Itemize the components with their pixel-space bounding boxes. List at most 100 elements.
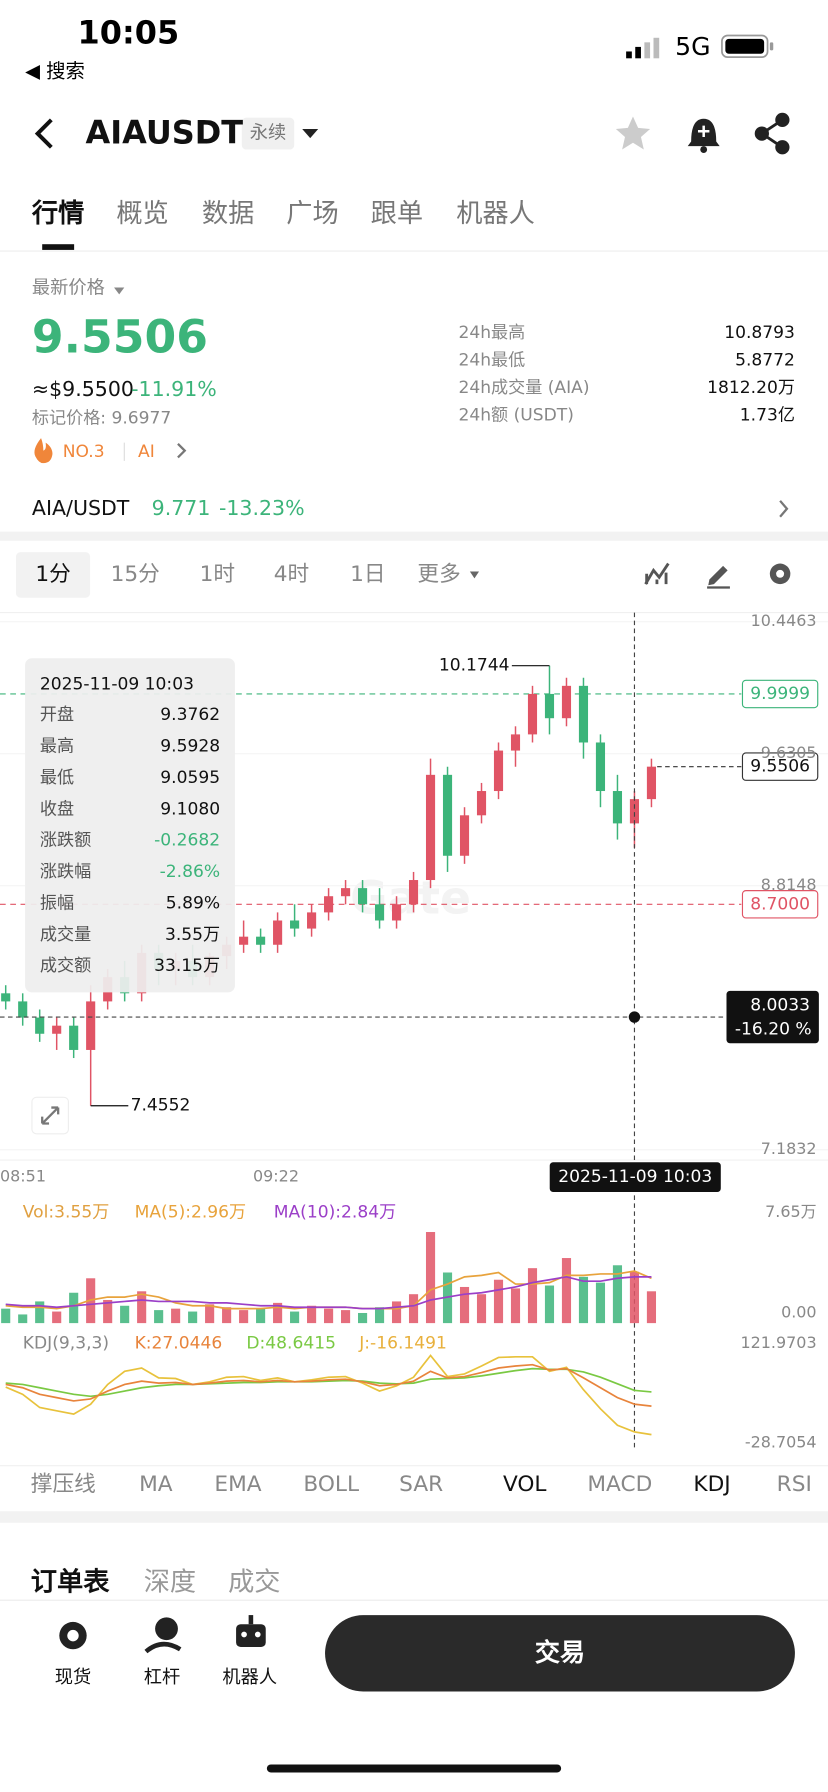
margin-icon[interactable] xyxy=(144,1617,182,1654)
current-price-label: 9.5506 xyxy=(750,757,810,777)
high-label: 10.1744 xyxy=(439,656,510,676)
candle-body xyxy=(239,936,249,945)
crosshair-price: 8.0033 xyxy=(750,996,810,1016)
timeframe[interactable]: 1日 xyxy=(350,562,385,587)
spot-icon[interactable] xyxy=(59,1621,87,1650)
tooltip xyxy=(25,658,235,993)
tooltip-label: 收盘 xyxy=(40,799,74,819)
order-tab[interactable]: 成交 xyxy=(228,1568,280,1598)
volume-bar xyxy=(527,1268,538,1324)
timeframe[interactable]: 1分 xyxy=(35,562,70,587)
volume-bar xyxy=(544,1285,555,1324)
stat-label: 24h最高 xyxy=(458,323,525,343)
volume-bar xyxy=(120,1305,130,1324)
volume-bar xyxy=(425,1232,436,1324)
x-tick-label: 09:22 xyxy=(253,1167,299,1186)
tooltip-value: 9.5928 xyxy=(160,737,220,757)
indicator-tab[interactable]: 撑压线 xyxy=(31,1472,96,1497)
settings-icon[interactable] xyxy=(769,563,791,585)
stat-value: 5.8772 xyxy=(735,351,795,371)
more-caret[interactable] xyxy=(469,571,480,579)
indicator-tab[interactable]: MA xyxy=(139,1472,173,1497)
nav-tab[interactable]: 跟单 xyxy=(371,199,423,229)
candle-body xyxy=(341,888,351,897)
nav-tab[interactable]: 机器人 xyxy=(456,199,535,229)
alert-bell[interactable] xyxy=(687,118,720,153)
dropdown-caret[interactable] xyxy=(302,129,319,139)
signal-icon xyxy=(626,37,660,59)
indicator-tab[interactable]: KDJ xyxy=(693,1472,730,1497)
nav-tab[interactable]: 数据 xyxy=(202,199,254,229)
tooltip-label: 成交额 xyxy=(40,956,91,976)
candle-body xyxy=(442,774,453,856)
current-price-box xyxy=(741,752,819,781)
candle-body xyxy=(391,904,402,921)
nav-tab[interactable]: 广场 xyxy=(286,199,338,229)
indicator-tab[interactable]: EMA xyxy=(214,1472,261,1497)
nav-tab[interactable]: 行情 xyxy=(31,198,84,229)
volume-bar xyxy=(290,1311,300,1324)
bottom-nav-label[interactable]: 现货 xyxy=(55,1667,91,1688)
indicator-tab[interactable]: VOL xyxy=(503,1472,547,1497)
sector-tag: AI xyxy=(138,442,155,462)
indicator-tab[interactable]: BOLL xyxy=(303,1472,359,1497)
price-label: 最新价格 xyxy=(32,278,105,299)
candle-body xyxy=(18,1001,28,1018)
stat-value: 1.73亿 xyxy=(740,405,795,425)
volume-bar xyxy=(374,1307,385,1324)
timeframe[interactable]: 更多 xyxy=(417,562,460,587)
status-time: 10:05 xyxy=(78,13,180,51)
tooltip-label: 振幅 xyxy=(40,893,74,913)
indicator-tab[interactable]: RSI xyxy=(777,1472,812,1497)
back-button[interactable] xyxy=(34,118,53,149)
candle-body xyxy=(358,888,368,905)
share-icon[interactable] xyxy=(754,112,790,155)
trade-button-label[interactable]: 交易 xyxy=(535,1638,585,1667)
volume-bar xyxy=(459,1286,470,1324)
volume-legend: Vol:3.55万 xyxy=(23,1202,110,1222)
order-tab[interactable]: 深度 xyxy=(144,1568,196,1598)
candle-body xyxy=(629,799,640,824)
status-back[interactable]: ◀ 搜索 xyxy=(25,59,85,82)
timeframe[interactable]: 1时 xyxy=(200,562,235,587)
volume-bar xyxy=(205,1304,215,1324)
candle-body xyxy=(561,685,572,719)
candle-body xyxy=(459,815,470,856)
volume-bar xyxy=(578,1276,589,1324)
chevron[interactable] xyxy=(177,442,187,459)
candle-body xyxy=(408,880,419,905)
trade-button[interactable] xyxy=(325,1615,795,1692)
price-label-caret[interactable] xyxy=(114,287,125,295)
y-tick-label: 7.1832 xyxy=(761,1139,817,1158)
chevron[interactable] xyxy=(779,500,789,518)
tooltip-label: 成交量 xyxy=(40,925,91,945)
bottom-nav-label[interactable]: 机器人 xyxy=(222,1667,277,1688)
kdj-axis-label: 121.9703 xyxy=(740,1333,816,1352)
order-tab[interactable]: 订单表 xyxy=(31,1568,110,1598)
pair-row[interactable] xyxy=(0,483,828,534)
favorite-star[interactable] xyxy=(615,116,651,150)
tooltip-value: 3.55万 xyxy=(165,925,220,945)
volume-bar xyxy=(341,1310,351,1324)
nav-tab[interactable]: 概览 xyxy=(116,199,168,229)
timeframe[interactable]: 15分 xyxy=(111,562,160,587)
bottom-nav-label[interactable]: 杠杆 xyxy=(144,1667,180,1688)
pair-name[interactable]: AIA/USDT xyxy=(32,496,130,520)
tooltip-value: 9.1080 xyxy=(160,799,220,819)
bot-icon[interactable] xyxy=(236,1615,266,1648)
crosshair-dot xyxy=(628,1011,641,1023)
indicator-tab[interactable]: SAR xyxy=(399,1472,443,1497)
volume-bar xyxy=(239,1310,249,1324)
tooltip-value: 33.15万 xyxy=(154,956,220,976)
tab-underline xyxy=(42,244,75,250)
stat-value: 1812.20万 xyxy=(707,378,795,398)
candle-body xyxy=(307,912,317,929)
expand-icon[interactable] xyxy=(31,1096,69,1135)
tooltip-value: -2.86% xyxy=(160,862,220,882)
indicator-tab[interactable]: MACD xyxy=(587,1472,652,1497)
draw-icon[interactable] xyxy=(707,565,730,589)
chart-type-icon[interactable] xyxy=(644,562,670,585)
timeframe[interactable]: 4时 xyxy=(274,562,309,587)
stat-label: 24h成交量 (AIA) xyxy=(458,378,589,398)
